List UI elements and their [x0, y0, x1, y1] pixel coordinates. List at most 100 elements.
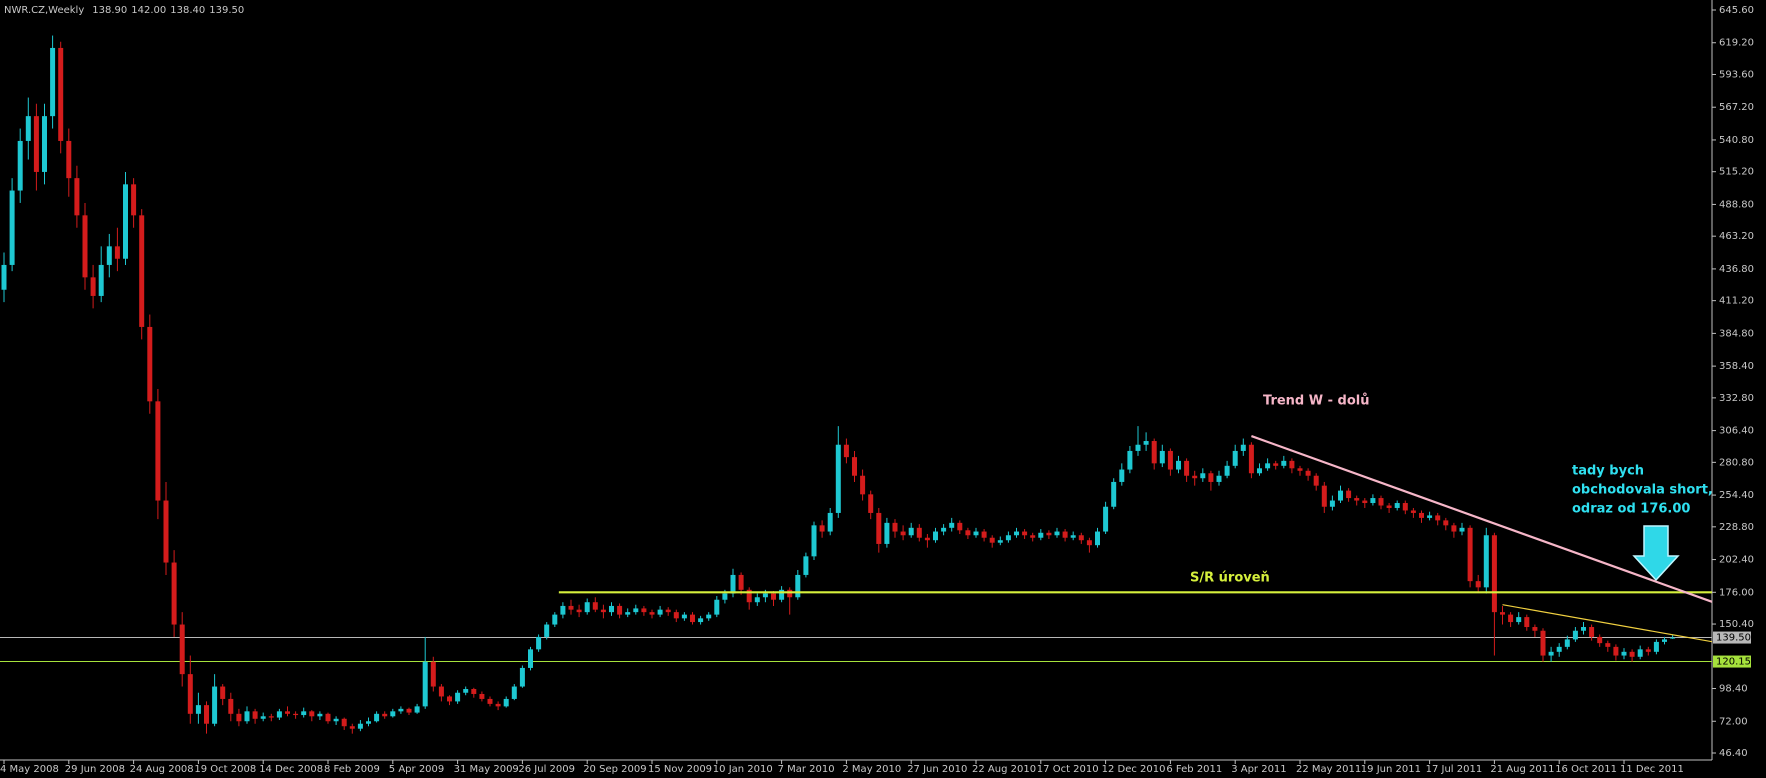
candle-body: [455, 692, 461, 702]
candle-body: [1005, 535, 1011, 541]
candle-body: [876, 512, 882, 544]
x-tick-label: 6 Feb 2011: [1166, 764, 1222, 775]
candle-body: [1645, 649, 1651, 652]
x-tick-label: 2 May 2010: [842, 764, 901, 775]
candle-body: [366, 721, 371, 724]
candle-body: [1070, 535, 1076, 538]
candle-body: [1621, 651, 1627, 656]
y-tick-label: 384.80: [1719, 328, 1754, 339]
candle-body: [843, 444, 849, 458]
x-tick-label: 17 Jul 2011: [1426, 764, 1483, 775]
y-tick-label: 540.80: [1719, 135, 1754, 146]
candle-body: [171, 562, 177, 625]
y-tick-label: 72.00: [1719, 716, 1748, 727]
y-tick-label: 488.80: [1719, 199, 1754, 210]
candle-body: [333, 718, 339, 722]
candle-body: [617, 605, 623, 615]
candle-body: [584, 602, 590, 613]
candle-body: [1653, 641, 1659, 652]
chart-header: NWR.CZ,Weekly 138.90 142.00 138.40 139.50: [4, 5, 244, 16]
candle-body: [17, 140, 23, 191]
x-tick-label: 16 Oct 2011: [1555, 764, 1617, 775]
candle-body: [82, 215, 88, 278]
x-tick-label: 19 Oct 2008: [194, 764, 256, 775]
candle-body: [1581, 627, 1586, 631]
candle-body: [1548, 651, 1554, 656]
candle-body: [1467, 527, 1473, 582]
symbol-title: NWR.CZ,Weekly: [4, 5, 84, 16]
price-label: 120.15: [1716, 657, 1751, 668]
candle-body: [438, 686, 444, 697]
candle-body: [1378, 498, 1384, 506]
candle-body: [479, 693, 485, 699]
candle-body: [301, 711, 307, 716]
candle-body: [908, 527, 914, 536]
x-tick-label: 8 Feb 2009: [324, 764, 380, 775]
candle-body: [1030, 535, 1036, 538]
candle-body: [544, 624, 550, 637]
candle-body: [25, 116, 31, 141]
candle-body: [228, 698, 234, 714]
candle-body: [981, 531, 987, 538]
candle-body: [179, 624, 185, 675]
candle-body: [625, 612, 631, 615]
candle-body: [244, 711, 250, 722]
candle-body: [592, 602, 598, 610]
x-tick-label: 5 Apr 2009: [389, 764, 444, 775]
candle-body: [487, 698, 493, 704]
candle-body: [1516, 617, 1522, 623]
candle-body: [106, 246, 112, 265]
candle-body: [1054, 531, 1060, 536]
candle-body: [1038, 532, 1044, 538]
candle-body: [754, 597, 760, 603]
candle-body: [1329, 500, 1335, 507]
candle-body: [1338, 490, 1343, 501]
y-tick-label: 567.20: [1719, 102, 1754, 113]
candle-body: [147, 326, 153, 402]
candle-body: [236, 713, 242, 722]
candle-body: [220, 686, 226, 699]
annotation: Trend W - dolů: [1263, 394, 1370, 409]
candle-body: [1159, 450, 1165, 464]
candle-body: [422, 661, 428, 707]
candle-body: [1564, 639, 1570, 647]
candle-body: [860, 475, 866, 495]
candle-body: [1265, 463, 1271, 469]
candle-body: [471, 689, 477, 694]
x-tick-label: 11 Dec 2011: [1620, 764, 1684, 775]
candle-body: [9, 190, 15, 265]
candle-body: [649, 612, 655, 615]
candle-body: [430, 661, 436, 687]
candle-body: [900, 531, 906, 536]
candle-body: [762, 593, 768, 598]
candle-body: [1394, 503, 1400, 508]
candle-body: [1435, 515, 1441, 521]
candle-body: [746, 589, 752, 603]
candle-body: [1095, 531, 1100, 546]
candle-body: [285, 711, 290, 714]
x-tick-label: 24 Aug 2008: [130, 764, 194, 775]
high-value: 142.00: [131, 5, 166, 16]
candle-body: [1192, 475, 1198, 479]
candle-body: [1232, 450, 1238, 466]
candle-body: [495, 703, 501, 707]
candle-body: [528, 649, 533, 668]
candle-body: [1184, 460, 1190, 476]
candle-body: [212, 686, 218, 724]
candle-body: [706, 614, 712, 619]
candle-body: [519, 667, 525, 687]
candle-body: [1062, 531, 1068, 538]
candle-body: [1524, 617, 1530, 628]
candle-body: [66, 140, 72, 179]
candle-body: [1362, 500, 1368, 504]
candle-body: [1257, 468, 1262, 474]
x-tick-label: 26 Jul 2009: [518, 764, 575, 775]
candle-body: [933, 531, 938, 541]
candle-body: [787, 589, 793, 598]
candle-body: [163, 500, 169, 563]
x-tick-label: 27 Jun 2010: [907, 764, 967, 775]
candle-body: [1597, 636, 1603, 644]
candle-body: [641, 608, 647, 613]
y-tick-label: 202.40: [1719, 555, 1754, 566]
candle-body: [1289, 460, 1295, 469]
